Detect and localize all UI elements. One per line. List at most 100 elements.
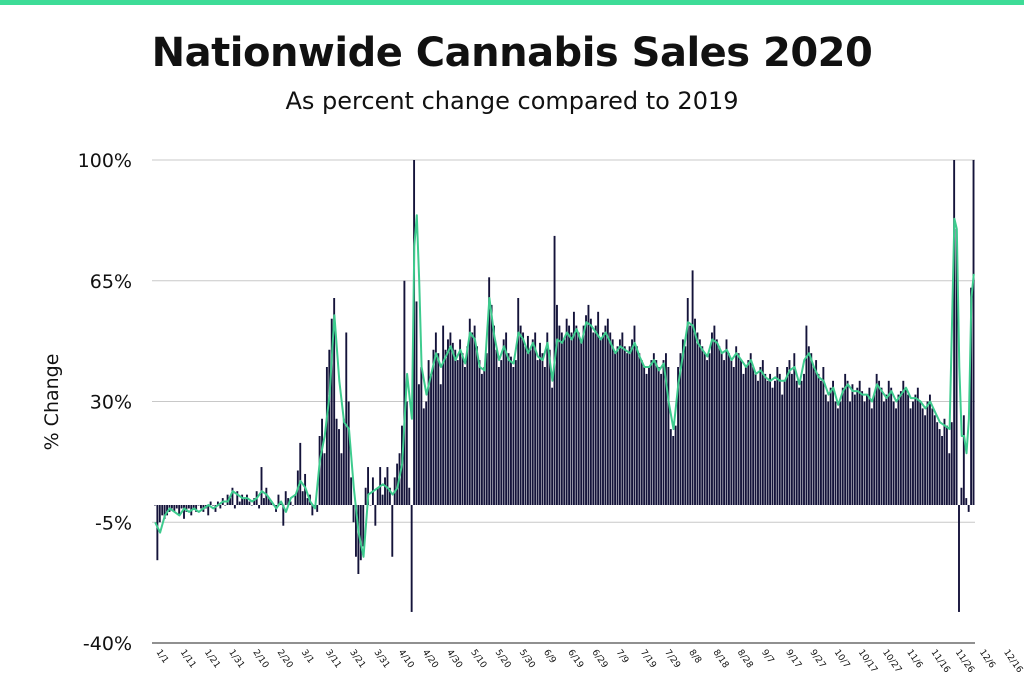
bar [250,505,253,506]
bar [701,346,704,505]
bar [650,360,653,505]
bar [931,408,934,505]
bar [689,325,692,505]
bar [471,332,474,505]
bar [231,487,234,505]
bar [926,401,929,505]
bar [384,477,386,505]
bar [243,498,246,505]
bar [832,380,834,505]
bar [187,505,190,509]
bar [715,339,718,505]
bar [752,367,755,505]
bar [560,332,563,505]
bar [289,501,292,505]
bar [265,487,268,505]
bar [359,505,362,561]
x-tick-label: 6/9 [541,648,558,666]
bar [500,360,503,505]
bar [260,467,263,505]
bar [912,401,914,505]
top-accent-bar [0,0,1024,5]
bar [691,270,694,505]
bar [391,505,394,557]
bar [163,505,166,519]
bar [936,422,939,505]
bar [514,360,517,505]
bar [640,360,643,505]
bar [827,401,830,505]
bar [427,360,430,505]
bar [490,304,493,505]
bar [357,505,360,574]
bar [161,505,164,516]
bar [882,401,885,505]
x-tick-label: 4/30 [444,648,464,671]
bar [759,367,762,505]
bar [270,501,273,505]
bar [633,325,636,505]
bar [638,353,641,505]
bar [480,373,483,505]
bar [381,494,384,505]
bar [597,311,600,505]
bar [812,367,815,505]
x-tick-label: 3/1 [299,648,315,666]
x-tick-label: 4/20 [420,648,440,671]
bar [388,487,391,505]
bar [899,391,902,505]
bar [485,353,488,505]
bar [415,301,418,505]
y-tick-label: -40% [83,633,132,655]
bar [572,311,575,505]
bar [459,339,462,505]
bar [541,353,544,505]
bar [810,353,813,505]
bar [369,505,372,506]
bar [897,394,900,505]
bar [364,487,367,505]
bar [747,360,750,505]
bar [727,353,730,505]
bar [158,505,161,523]
bar [815,360,818,505]
x-tick-label: 9/27 [807,648,827,670]
bar [367,467,370,505]
bar [909,408,912,505]
bar [347,401,350,505]
bar [662,360,665,505]
bar [616,346,619,505]
bar [895,408,897,505]
bar [517,298,520,505]
bar [173,505,176,512]
bar [214,505,217,512]
bar [594,325,597,505]
bar [403,280,406,505]
bar [461,353,464,505]
bar [618,339,621,505]
bar [212,505,215,506]
bar [853,394,856,505]
bar [362,505,365,547]
bar [711,332,713,505]
bar [529,349,532,505]
bar [875,373,878,505]
x-tick-label: 10/17 [856,648,879,675]
bar [950,422,953,505]
bar [764,373,767,505]
bar [941,436,943,505]
bar [824,394,827,505]
x-tick-label: 9/7 [759,648,775,666]
bar [742,373,745,505]
x-tick-label: 3/21 [347,648,367,670]
bar [924,415,927,505]
y-tick-label: 30% [90,392,132,414]
bar [795,380,798,505]
bar [340,453,343,505]
bar [834,401,837,505]
bar [790,373,793,505]
bar [345,332,348,505]
bar [609,332,612,505]
bar [807,346,810,505]
